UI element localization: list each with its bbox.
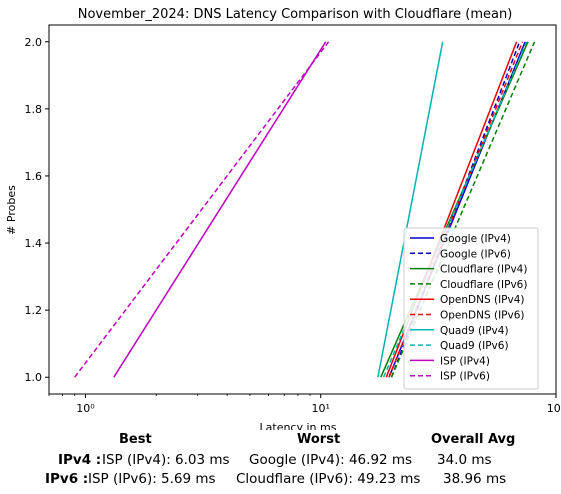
summary-ipv4-worst: Google (IPv4): 46.92 ms — [249, 452, 413, 468]
legend-label: OpenDNS (IPv6) — [440, 310, 525, 322]
legend-label: Quad9 (IPv4) — [440, 325, 509, 337]
y-tick-label: 1.6 — [25, 170, 43, 183]
legend-label: Cloudflare (IPv4) — [440, 264, 527, 276]
latency-chart: November_2024: DNS Latency Comparison wi… — [5, 7, 561, 434]
y-tick-label: 1.8 — [25, 103, 43, 116]
legend-label: Google (IPv4) — [440, 233, 511, 245]
summary-row-label-ipv4: IPv4 : — [58, 452, 102, 468]
x-tick-label: 10¹ — [312, 402, 330, 415]
legend-label: OpenDNS (IPv4) — [440, 294, 525, 306]
summary-header-best: Best — [119, 432, 152, 447]
summary-ipv4-best: ISP (IPv4): 6.03 ms — [102, 452, 230, 468]
x-axis-label: Latency in ms — [260, 421, 337, 430]
legend-label: ISP (IPv4) — [440, 355, 490, 367]
series-line-6 — [377, 41, 444, 378]
summary-ipv6-avg: 38.96 ms — [443, 471, 507, 487]
summary-ipv6-best: ISP (IPv6): 5.69 ms — [88, 471, 216, 487]
summary-ipv6-worst: Cloudflare (IPv6): 49.23 ms — [236, 471, 421, 487]
chart-title: November_2024: DNS Latency Comparison wi… — [78, 7, 513, 22]
y-axis: 1.0 1.2 1.4 1.6 1.8 2.0 — [25, 36, 49, 384]
legend-label: Google (IPv6) — [440, 248, 511, 260]
summary-ipv4-avg: 34.0 ms — [437, 452, 492, 468]
y-axis-label: # Probes — [5, 185, 18, 235]
summary-table: Best Worst Overall Avg IPv4 : ISP (IPv4)… — [0, 430, 561, 492]
legend-label: Quad9 (IPv6) — [440, 340, 509, 352]
series-line-8 — [113, 41, 327, 378]
series-line-9 — [74, 41, 330, 378]
summary-header-avg: Overall Avg — [431, 432, 516, 447]
legend-label: Cloudflare (IPv6) — [440, 279, 527, 291]
legend-label: ISP (IPv6) — [440, 371, 490, 383]
x-tick-label: 10⁰ — [76, 402, 95, 415]
x-axis: 10⁰ 10¹ 10² — [48, 394, 561, 415]
x-tick-label: 10² — [547, 402, 561, 415]
y-tick-label: 2.0 — [25, 36, 43, 49]
y-tick-label: 1.2 — [25, 304, 43, 317]
y-tick-label: 1.4 — [25, 237, 43, 250]
legend: Google (IPv4) Google (IPv6) Cloudflare (IP… — [403, 227, 539, 390]
summary-row-label-ipv6: IPv6 : — [45, 471, 89, 487]
y-tick-label: 1.0 — [25, 371, 43, 384]
summary-header-worst: Worst — [297, 432, 341, 447]
legend-box — [403, 227, 539, 390]
